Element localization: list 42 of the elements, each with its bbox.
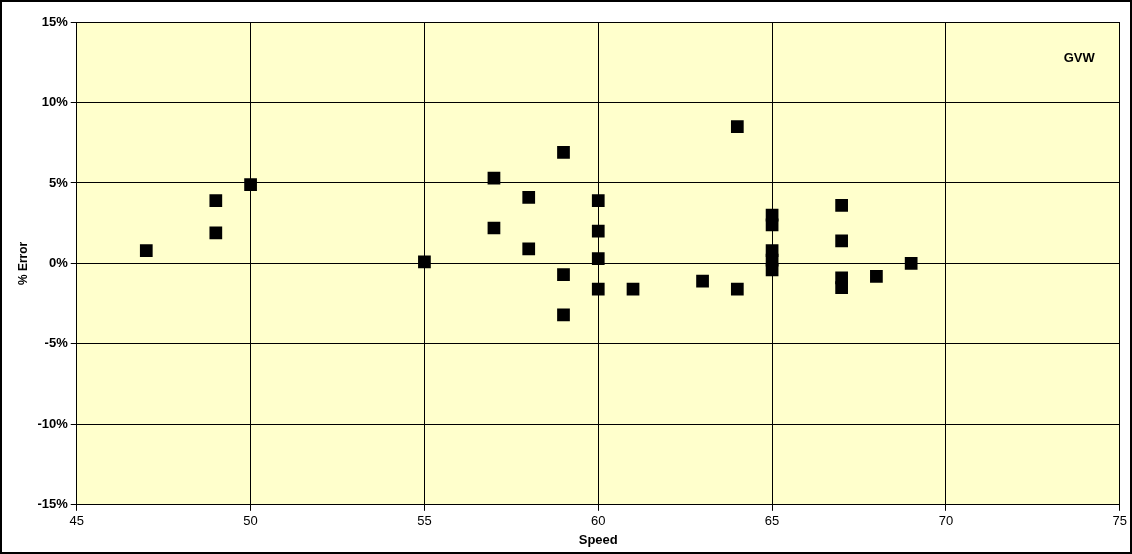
- point: [209, 194, 223, 207]
- y-tick-label: 15%: [41, 13, 69, 29]
- point: [835, 199, 848, 212]
- point: [765, 218, 779, 232]
- point: [418, 255, 431, 269]
- point: [835, 234, 848, 248]
- x-tick-label: 55: [417, 513, 432, 529]
- point: [522, 191, 536, 204]
- point: [244, 178, 257, 191]
- x-axis-title: Speed: [578, 531, 618, 547]
- point: [626, 282, 640, 296]
- point: [730, 282, 744, 296]
- x-tick-label: 45: [69, 513, 84, 529]
- y-tick-label: 0%: [48, 254, 69, 270]
- point: [209, 226, 223, 240]
- point: [591, 194, 605, 207]
- point: [591, 282, 605, 296]
- point: [557, 268, 570, 282]
- point: [557, 145, 570, 159]
- point: [904, 257, 918, 270]
- annotation: GVW: [1063, 50, 1096, 66]
- x-tick-label: 70: [938, 513, 954, 529]
- y-tick-label: -5%: [44, 335, 69, 351]
- x-tick-label: 75: [1112, 513, 1127, 529]
- x-tick-label: 65: [764, 513, 780, 529]
- point: [557, 308, 570, 322]
- y-tick-label: 5%: [48, 174, 69, 190]
- x-tick-label: 50: [243, 513, 258, 529]
- point: [835, 281, 848, 294]
- x-tick-label: 60: [591, 513, 606, 529]
- y-tick-label: -15%: [37, 496, 69, 512]
- y-tick-label: -10%: [37, 415, 69, 431]
- point: [870, 269, 883, 283]
- point: [696, 274, 709, 288]
- point: [591, 224, 605, 238]
- point: [522, 242, 536, 256]
- y-axis-title: % Error: [15, 241, 30, 286]
- point: [730, 120, 744, 133]
- y-tick-label: 10%: [41, 94, 69, 110]
- point: [591, 252, 605, 265]
- point: [139, 244, 153, 257]
- point: [765, 263, 779, 277]
